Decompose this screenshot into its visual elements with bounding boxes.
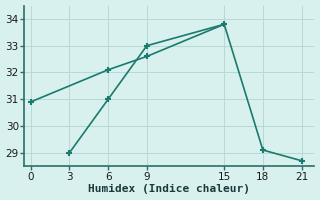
X-axis label: Humidex (Indice chaleur): Humidex (Indice chaleur) <box>88 184 251 194</box>
